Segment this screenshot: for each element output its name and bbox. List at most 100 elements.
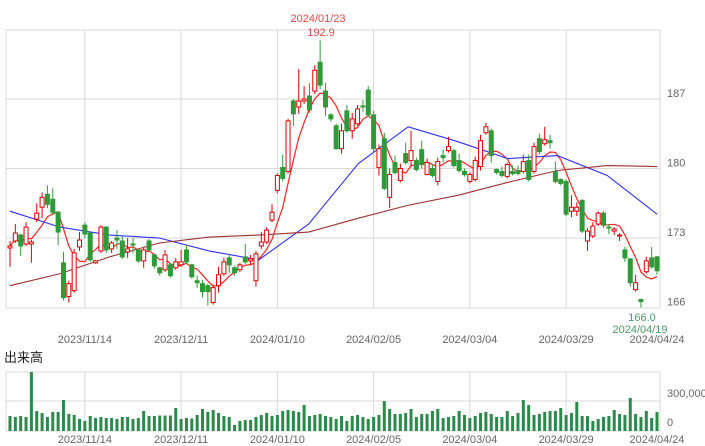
candle-down [322,83,328,116]
candle-body [290,100,296,115]
volume-bar [163,415,167,431]
candle-down [280,154,286,182]
volume-bar [72,415,76,431]
candle-up [173,257,179,270]
volume-bar [489,414,493,431]
x-tick-label: 2024/04/24 [629,434,684,446]
candle-body [387,173,393,198]
candle-body [269,211,275,221]
volume-bar [500,417,504,431]
x-tick-label: 2024/02/05 [346,334,401,346]
candle-down [601,211,607,229]
candle-body [50,198,56,213]
candle-body [322,90,328,108]
candle-up [274,173,280,194]
candle-up [34,203,40,223]
candle-up [397,163,403,183]
volume-bar [382,401,386,431]
candle-body [39,196,45,208]
candle-down [87,232,93,262]
candle-body [419,149,425,166]
ma-mid-line [9,126,658,261]
volume-bar [83,421,87,431]
candle-body [306,95,312,111]
candle-down [130,238,136,253]
candle-up [617,233,623,241]
candle-down [558,178,564,186]
volume-bar [430,411,434,431]
candle-body [467,173,473,182]
volume-bar [393,414,397,431]
candle-down [649,246,655,269]
volume-bar [136,418,140,431]
candle-up [301,86,307,104]
candle-body [349,118,355,132]
candle-up [424,158,430,176]
volume-bar [585,416,589,431]
candle-body [643,260,649,273]
volume-bar [78,419,82,431]
volume-bar [602,417,606,431]
volume-bar [463,415,467,431]
candle-up [253,250,259,287]
volume-bar [126,417,130,431]
volume-bar [511,416,515,431]
candle-body [248,258,254,262]
candle-down [317,40,323,90]
candle-up [109,240,115,253]
x-tick-label: 2024/03/04 [442,334,497,346]
volume-bar [104,418,108,431]
candle-up [574,202,580,217]
candle-body [424,162,430,175]
candle-body [440,155,446,159]
candle-up [376,144,382,176]
volume-bar [168,415,172,431]
candle-body [109,242,115,250]
x-tick-label: 2023/11/14 [58,334,112,346]
x-tick-label: 2024/04/24 [629,334,684,346]
candle-body [622,249,628,259]
volume-bar [275,415,279,431]
candle-body [601,212,607,226]
candle-body [173,261,179,269]
candle-down [638,298,644,308]
candle-body [226,257,232,266]
x-axis-volume: 2023/11/14 2023/12/11 2024/01/10 2024/02/05… [58,434,685,446]
volume-bar [67,414,71,431]
volume-bar [398,414,402,431]
low-value-label: 166.0 [628,312,656,324]
x-tick-label: 2023/12/11 [154,434,208,446]
candle-body [232,267,238,274]
candle-down [606,224,612,235]
candle-up [178,249,184,267]
volume-bar [329,417,333,431]
candle-body [536,138,542,153]
candle-down [456,153,462,173]
candle-body [595,212,601,225]
candle-body [590,225,596,237]
candle-down [451,148,457,168]
volume-bar [88,416,92,431]
volume-bar [644,411,648,431]
candle-down [579,199,585,234]
candle-body [627,258,633,284]
price-plot-frame [5,29,661,309]
volume-bar [516,413,520,431]
candle-body [130,243,136,246]
volume-bar [372,417,376,431]
candle-body [296,100,302,108]
candle-body [253,253,259,282]
candle-body [183,249,189,263]
candle-down [429,164,435,178]
candle-up [520,154,526,174]
candle-up [595,211,601,227]
candle-body [381,138,387,189]
candle-up [216,266,222,293]
candle-up [258,232,264,249]
candle-body [456,160,462,171]
volume-bar [479,413,483,431]
candle-up [141,247,147,268]
candle-up [210,284,216,305]
candle-up [66,280,72,303]
